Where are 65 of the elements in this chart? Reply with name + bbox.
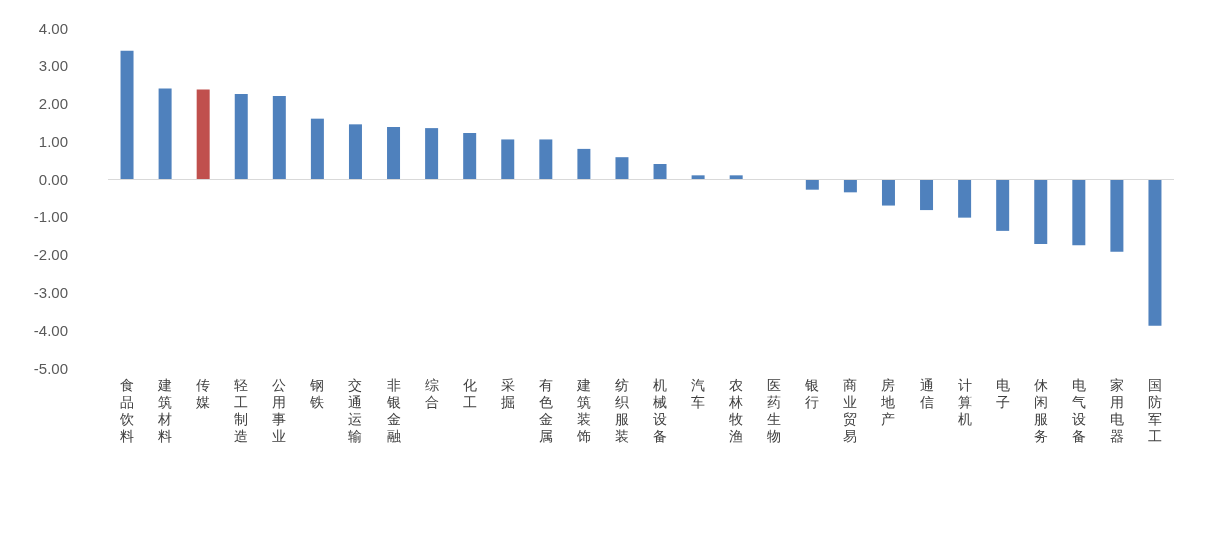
bar (1072, 179, 1086, 246)
y-tick-label: -3.00 (33, 283, 68, 301)
x-tick-label: 传媒 (196, 376, 211, 410)
x-tick-label: 交通运输 (348, 376, 363, 444)
x-tick-label: 商业贸易 (843, 376, 858, 444)
bar (615, 157, 629, 180)
bar (463, 133, 477, 180)
y-tick-label: 0.00 (38, 170, 68, 188)
x-tick-label: 非银金融 (385, 376, 401, 444)
bar (196, 89, 210, 180)
y-tick-label: -1.00 (33, 208, 68, 226)
bar (387, 126, 401, 180)
bar (691, 175, 705, 180)
x-tick-label: 化工 (462, 376, 477, 410)
x-tick-label: 医药生物 (767, 376, 782, 444)
x-tick-label: 国防军工 (1147, 376, 1162, 444)
bar (310, 118, 324, 180)
y-tick-label: 1.00 (38, 132, 68, 150)
x-tick-label: 银行 (804, 376, 820, 410)
x-tick-label: 家用电器 (1109, 376, 1124, 444)
x-tick-label: 钢铁 (309, 376, 325, 410)
x-tick-label: 公用事业 (272, 376, 287, 444)
bar (653, 164, 667, 180)
x-tick-label: 纺织服装 (614, 376, 629, 444)
x-tick-label: 食品饮料 (119, 376, 135, 444)
x-tick-label: 综合 (424, 376, 439, 410)
y-tick-label: -2.00 (33, 246, 68, 264)
y-tick-label: -4.00 (33, 321, 68, 339)
x-tick-label: 机械设备 (653, 376, 668, 444)
x-tick-label: 建筑材料 (157, 376, 173, 444)
x-tick-label: 通信 (919, 376, 934, 410)
bar (996, 179, 1010, 231)
bar (881, 179, 895, 206)
x-tick-label: 轻工制造 (234, 376, 249, 444)
x-tick-label: 采掘 (500, 376, 515, 410)
bar (958, 179, 972, 218)
bar (539, 139, 553, 180)
bar (577, 148, 591, 180)
bar (1034, 179, 1048, 245)
y-tick-label: 3.00 (38, 57, 68, 75)
y-tick-label: -5.00 (33, 359, 68, 377)
bar (501, 139, 515, 180)
bar (843, 179, 857, 193)
bar (920, 179, 934, 211)
bar (1148, 179, 1162, 326)
bar (348, 124, 362, 180)
x-tick-label: 有色金属 (538, 376, 553, 444)
x-tick-label: 汽车 (691, 376, 706, 410)
x-tick-label: 建筑装饰 (575, 376, 591, 444)
x-tick-label: 电子 (995, 376, 1010, 410)
bar (1110, 179, 1124, 252)
y-tick-label: 2.00 (38, 95, 68, 113)
x-tick-label: 休闲服务 (1033, 376, 1048, 444)
bar (158, 88, 172, 180)
y-tick-label: 4.00 (38, 19, 68, 37)
bar (729, 175, 743, 180)
x-tick-label: 房地产 (880, 376, 896, 427)
bar (120, 50, 134, 180)
x-tick-label: 农林牧渔 (728, 376, 744, 444)
bar (272, 96, 286, 180)
x-tick-label: 计算机 (957, 376, 972, 427)
bar (234, 94, 248, 180)
bar (805, 179, 819, 190)
x-tick-label: 电气设备 (1071, 376, 1086, 444)
bar (425, 128, 439, 180)
